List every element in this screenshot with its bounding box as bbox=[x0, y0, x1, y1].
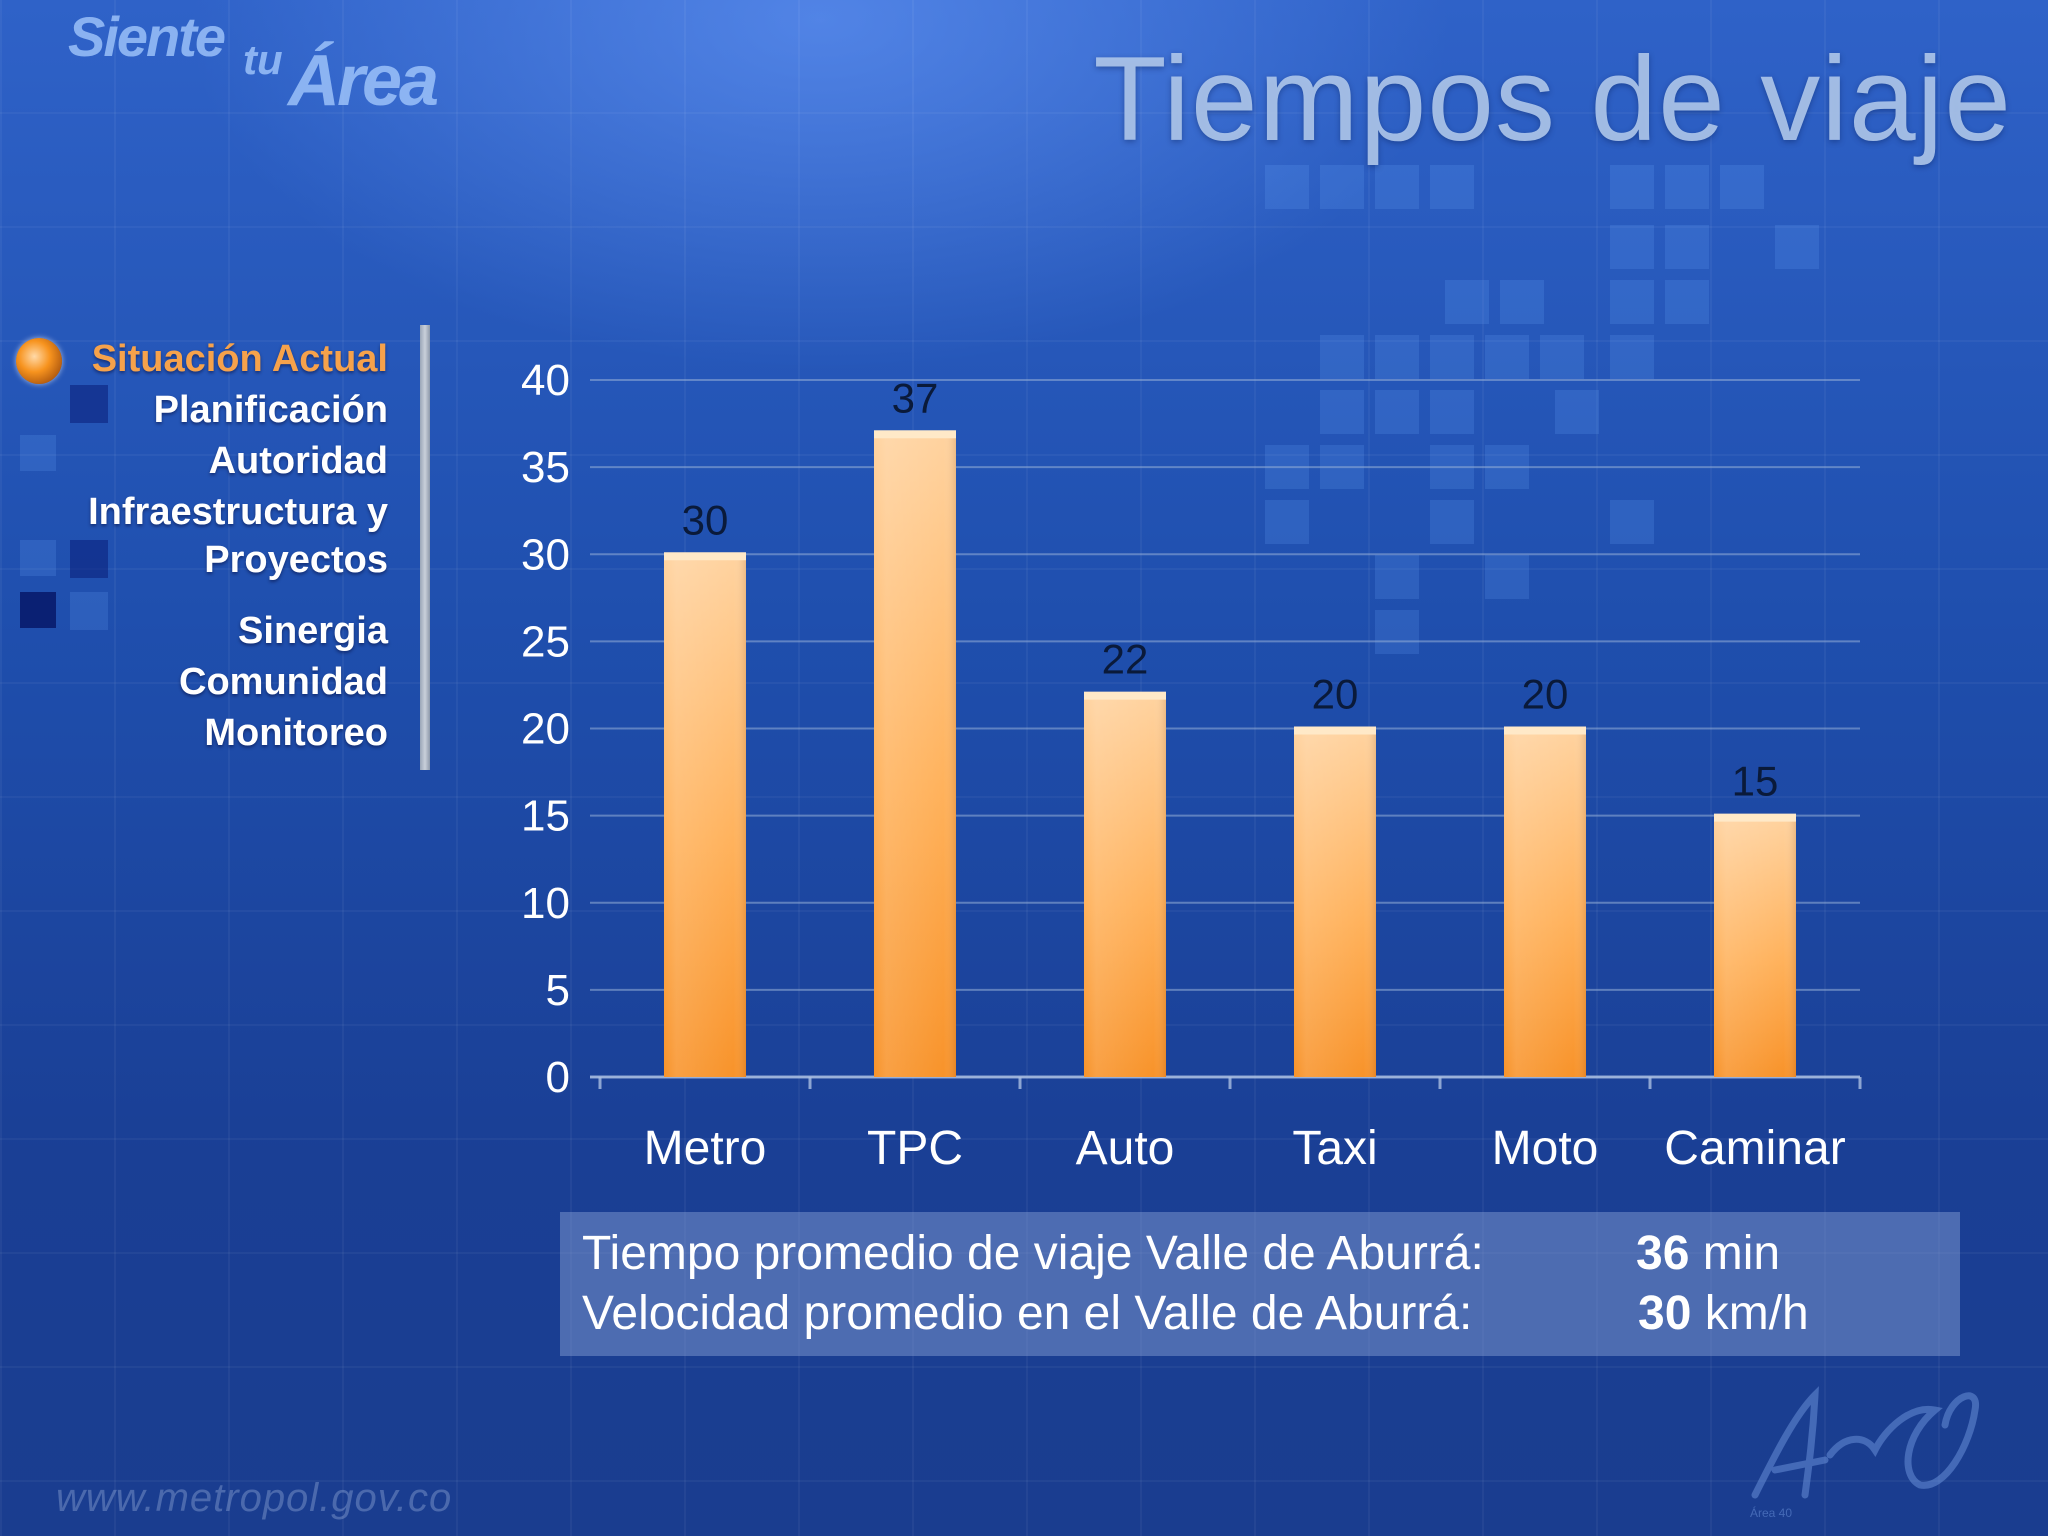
footer-url: www.metropol.gov.co bbox=[56, 1476, 453, 1520]
nav-item-planificacion[interactable]: Planificación bbox=[153, 389, 388, 431]
summary-value-travel-time: 36 min bbox=[1636, 1226, 1780, 1281]
nav-item-proyectos[interactable]: Proyectos bbox=[204, 539, 388, 581]
nav-item-sinergia[interactable]: Sinergia bbox=[238, 610, 388, 652]
data-label-metro: 30 bbox=[682, 496, 729, 543]
summary-value-speed: 30 km/h bbox=[1638, 1286, 1809, 1341]
summary-number-travel-time: 36 bbox=[1636, 1227, 1690, 1280]
bar-shading-taxi bbox=[1294, 728, 1376, 1077]
summary-label-travel-time: Tiempo promedio de viaje Valle de Aburrá… bbox=[582, 1227, 1484, 1280]
nav-item-monitoreo[interactable]: Monitoreo bbox=[204, 712, 388, 754]
y-tick-label: 5 bbox=[546, 966, 570, 1015]
summary-label-speed: Velocidad promedio en el Valle de Aburrá… bbox=[582, 1287, 1473, 1340]
x-tick-label-taxi: Taxi bbox=[1292, 1122, 1377, 1175]
active-bullet-icon bbox=[16, 338, 62, 384]
page-title: Tiempos de viaje bbox=[1093, 32, 2012, 166]
bar-cap-moto bbox=[1504, 726, 1586, 735]
nav-divider bbox=[420, 325, 430, 770]
x-tick-label-metro: Metro bbox=[644, 1122, 767, 1175]
y-tick-label: 0 bbox=[546, 1053, 570, 1102]
bar-shading-tpc bbox=[874, 432, 956, 1077]
x-tick-label-moto: Moto bbox=[1492, 1122, 1599, 1175]
y-tick-label: 25 bbox=[521, 617, 570, 666]
summary-box: Tiempo promedio de viaje Valle de Aburrá… bbox=[560, 1212, 1960, 1356]
bar-shading-auto bbox=[1084, 693, 1166, 1077]
x-tick-label-caminar: Caminar bbox=[1664, 1122, 1845, 1175]
summary-number-speed: 30 bbox=[1638, 1287, 1692, 1340]
y-tick-label: 20 bbox=[521, 705, 570, 754]
siente-tu-area-logo: Siente tu Área bbox=[68, 4, 488, 124]
x-tick-label-tpc: TPC bbox=[867, 1122, 963, 1175]
side-nav: Situación Actual Planificación Autoridad… bbox=[0, 325, 430, 770]
bar-cap-auto bbox=[1084, 691, 1166, 700]
chart-svg: 0 5 10 15 20 25 30 35 40 30 Metro 37 TPC 22 Auto 20 Taxi… bbox=[521, 356, 1862, 1175]
data-label-moto: 20 bbox=[1522, 671, 1569, 718]
nav-item-autoridad[interactable]: Autoridad bbox=[208, 440, 388, 482]
nav-item-situacion-actual[interactable]: Situación Actual bbox=[91, 338, 388, 380]
y-tick-label: 30 bbox=[521, 530, 570, 579]
logo-text-area: Área bbox=[288, 41, 439, 121]
summary-unit-speed: km/h bbox=[1691, 1287, 1809, 1340]
nav-item-comunidad[interactable]: Comunidad bbox=[179, 661, 388, 703]
bar-cap-taxi bbox=[1294, 726, 1376, 735]
area-40-logo-caption: Área 40 bbox=[1750, 1505, 1792, 1520]
y-tick-label: 10 bbox=[521, 879, 570, 928]
bar-cap-caminar bbox=[1714, 813, 1796, 822]
data-label-taxi: 20 bbox=[1312, 671, 1359, 718]
travel-time-bar-chart: 0 5 10 15 20 25 30 35 40 30 Metro 37 TPC 22 Auto 20 Taxi… bbox=[480, 330, 1880, 1200]
data-label-auto: 22 bbox=[1102, 636, 1149, 683]
x-tick-label-auto: Auto bbox=[1076, 1122, 1175, 1175]
summary-unit-travel-time: min bbox=[1689, 1227, 1781, 1280]
logo-text-siente: Siente bbox=[68, 5, 226, 68]
y-tick-label: 40 bbox=[521, 356, 570, 405]
area-40-logo: Área 40 bbox=[1750, 1386, 1979, 1520]
bar-shading-metro bbox=[664, 554, 746, 1077]
logo-text-tu: tu bbox=[243, 36, 283, 83]
bar-cap-metro bbox=[664, 552, 746, 561]
bar-shading-caminar bbox=[1714, 815, 1796, 1077]
bar-cap-tpc bbox=[874, 430, 956, 439]
data-label-caminar: 15 bbox=[1732, 758, 1779, 805]
y-tick-label: 15 bbox=[521, 792, 570, 841]
nav-item-infraestructura[interactable]: Infraestructura y bbox=[88, 491, 388, 533]
bar-shading-moto bbox=[1504, 728, 1586, 1077]
y-tick-label: 35 bbox=[521, 443, 570, 492]
data-label-tpc: 37 bbox=[892, 374, 939, 421]
